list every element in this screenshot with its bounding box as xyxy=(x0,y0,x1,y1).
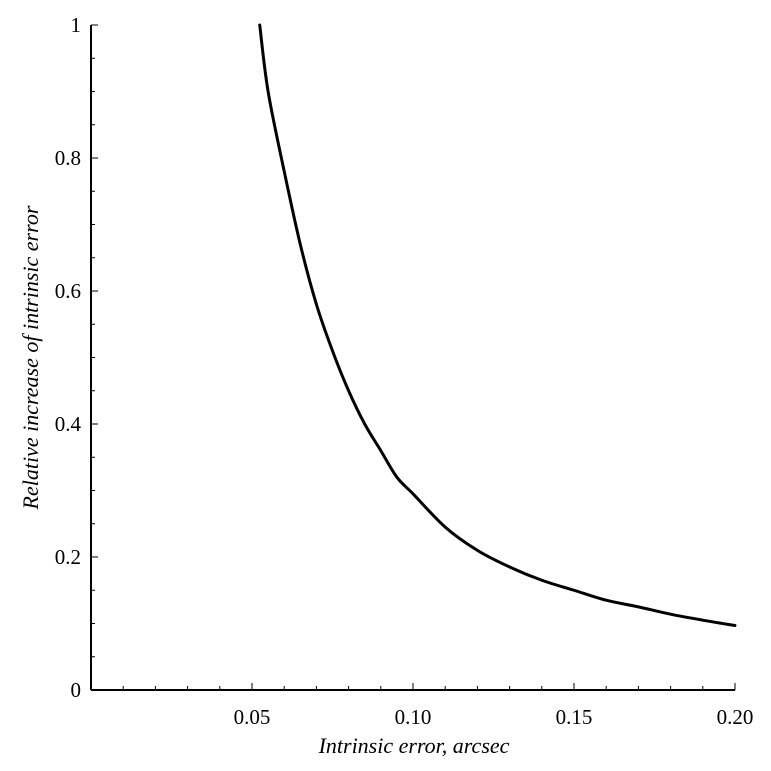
x-axis-title: Intrinsic error, arcsec xyxy=(318,733,510,758)
y-tick-label: 0.4 xyxy=(55,412,82,436)
ticks: 0.05 0.10 0.15 0.20 0 0.2 0.4 0.6 0.8 1 xyxy=(55,13,754,729)
y-tick-label: 0.6 xyxy=(55,279,81,303)
y-axis-title: Relative increase of intrinsic error xyxy=(18,205,43,510)
axes xyxy=(90,25,735,691)
series-line xyxy=(258,23,737,627)
y-tick-label: 1 xyxy=(71,13,82,37)
y-tick-label: 0 xyxy=(71,678,82,702)
plot-area xyxy=(258,23,737,627)
y-tick-label: 0.2 xyxy=(55,545,81,569)
x-tick-label: 0.20 xyxy=(717,705,754,729)
x-tick-label: 0.10 xyxy=(395,705,432,729)
x-tick-label: 0.05 xyxy=(234,705,271,729)
x-tick-label: 0.15 xyxy=(556,705,593,729)
y-tick-label: 0.8 xyxy=(55,146,81,170)
